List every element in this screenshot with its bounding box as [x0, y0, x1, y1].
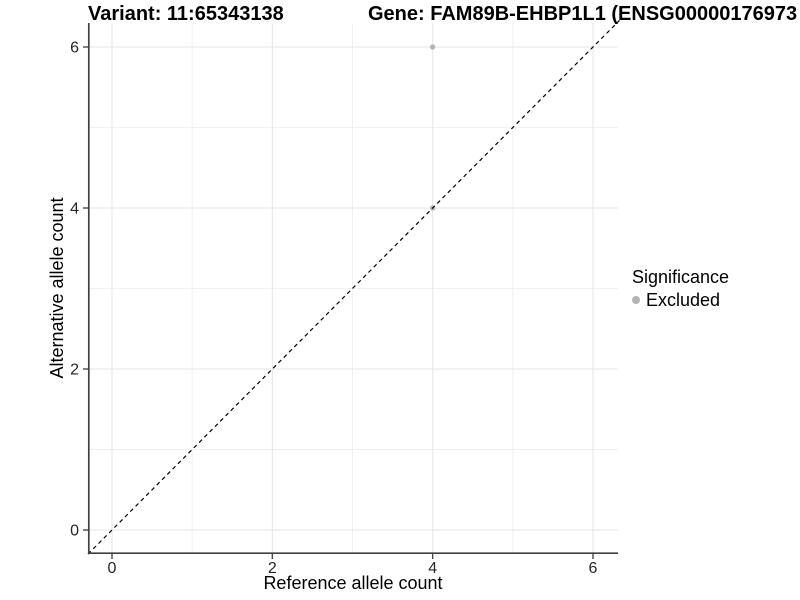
plot-panel: 0 2 4 6 0 2 4 6 — [70, 20, 620, 577]
plot-title-gene: Gene: FAM89B-EHBP1L1 (ENSG00000176973 — [368, 3, 798, 25]
legend-item-label: Excluded — [646, 290, 721, 310]
identity-reference-line — [87, 20, 620, 555]
data-point — [429, 44, 436, 50]
x-tick-label: 2 — [268, 560, 277, 577]
x-tick-label: 4 — [428, 560, 437, 577]
y-tick-label: 6 — [70, 40, 79, 57]
x-tick-label: 6 — [589, 560, 598, 577]
legend: Significance Excluded — [632, 266, 729, 311]
y-tick-label: 2 — [70, 362, 79, 379]
x-tick-label: 0 — [108, 560, 117, 577]
legend-title: Significance — [632, 267, 730, 287]
legend-item: Excluded — [632, 289, 729, 311]
y-axis-title: Alternative allele count — [47, 197, 67, 379]
chart-svg: 0 2 4 6 0 2 4 6 — [70, 20, 620, 577]
plot-title-variant: Variant: 11:65343138 — [88, 3, 284, 25]
legend-point-marker-icon — [632, 296, 640, 304]
y-tick-label: 0 — [70, 523, 79, 540]
y-tick-label: 4 — [70, 201, 79, 218]
x-axis-title: Reference allele count — [263, 573, 443, 593]
